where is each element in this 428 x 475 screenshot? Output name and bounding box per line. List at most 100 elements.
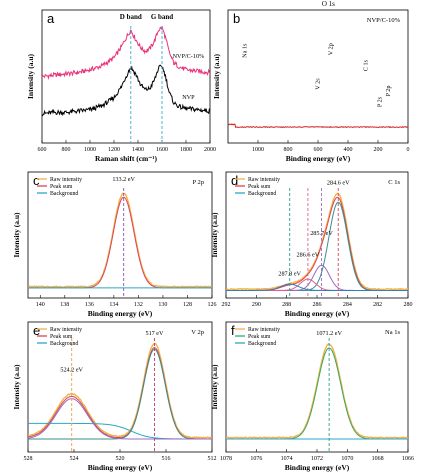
panel-c: 140 138 136 134 132 130 128 126 Binding energy (… xyxy=(12,171,217,318)
legend-entry: Peak sum xyxy=(248,184,271,190)
x-axis-title: Binding energy (eV) xyxy=(286,154,351,163)
panel-corner-label: P 2p xyxy=(193,179,205,186)
panel-letter: b xyxy=(233,11,240,26)
panel-corner-label: V 2p xyxy=(191,329,204,336)
peak-label: C 1s xyxy=(362,59,369,71)
legend-entry: Peak sum xyxy=(50,184,73,190)
x-tick-label: 1074 xyxy=(281,456,293,462)
x-tick-label: 1068 xyxy=(372,456,384,462)
x-tick-label: 138 xyxy=(60,302,69,308)
panel-b: 1000 800 600 400 200 0 Binding energy (eV) Inte… xyxy=(212,0,410,163)
panel-a: 600 800 1000 1200 1400 1600 1800 2000 Raman shif… xyxy=(26,9,216,163)
panel-letter: c xyxy=(33,173,40,188)
x-axis-title: Binding energy (eV) xyxy=(88,309,153,318)
series-group xyxy=(226,343,408,440)
marker-label: 287.8 eV xyxy=(278,270,301,277)
x-tick-label: 128 xyxy=(183,302,192,308)
x-tick-label: 136 xyxy=(85,302,94,308)
legend-entry: Raw intensity xyxy=(248,177,280,183)
x-tick-label: 524 xyxy=(70,456,79,462)
legend-entry: Peak sum xyxy=(248,334,271,340)
series-line-peak-sum xyxy=(28,196,212,289)
series-line-raw-intensity xyxy=(28,342,212,440)
peak-label: O 1s xyxy=(322,0,335,8)
panel-e: 528 524 520 516 512 Binding energy (eV) Intens… xyxy=(12,321,217,472)
series-group xyxy=(228,123,408,129)
series-group xyxy=(42,26,210,117)
x-axis-title: Raman shift (cm⁻¹) xyxy=(95,154,158,163)
x-tick-label: 134 xyxy=(109,302,118,308)
x-tick-label: 512 xyxy=(208,456,217,462)
series-line-nvp xyxy=(42,64,210,117)
peak-label: P 2p xyxy=(385,85,392,96)
peak-label: V 2s xyxy=(314,78,321,90)
panel-f: 1078 1076 1074 1072 1070 1068 1066 Binding ener… xyxy=(210,321,414,472)
legend-entry: Raw intensity xyxy=(50,177,82,183)
x-tick-label: 282 xyxy=(373,302,382,308)
y-axis-title: Intensity (a.u) xyxy=(212,54,221,100)
legend-entry: Background xyxy=(50,191,78,197)
x-tick-label: 600 xyxy=(314,147,323,153)
series-line-c-c xyxy=(226,201,408,291)
series-group xyxy=(28,192,212,289)
x-tick-label: 2000 xyxy=(204,147,216,153)
x-tick-label: 286 xyxy=(313,302,322,308)
legend-entry: Background xyxy=(248,341,276,347)
panel-letter: a xyxy=(47,11,55,26)
marker-label: 1071.2 eV xyxy=(316,330,342,337)
x-tick-label: 1200 xyxy=(108,147,120,153)
panel-corner-label: C 1s xyxy=(388,179,400,186)
peak-label: P 2s xyxy=(377,96,384,107)
peak-label: V 2p xyxy=(327,43,334,55)
y-axis-title: Intensity (a.u) xyxy=(210,212,219,258)
y-axis-title: Intensity (a.u) xyxy=(210,364,219,410)
x-axis-title: Binding energy (eV) xyxy=(285,463,350,472)
y-axis-title: Intensity (a.u) xyxy=(12,364,21,410)
x-tick-label: 0 xyxy=(407,147,410,153)
series-line-peak-sum xyxy=(226,347,408,440)
y-axis-title: Intensity (a.u) xyxy=(26,54,35,100)
series-line-raw-intensity xyxy=(226,192,408,291)
panel-letter: e xyxy=(33,323,40,338)
panel-letter: f xyxy=(231,323,235,338)
legend-entry: Raw intensity xyxy=(50,327,82,333)
x-tick-label: 288 xyxy=(282,302,291,308)
marker-label: 133.2 eV xyxy=(112,176,135,183)
panel-corner-label: Na 1s xyxy=(385,329,400,336)
x-tick-label: 800 xyxy=(62,147,71,153)
peak-label: Na 1s xyxy=(242,43,249,58)
x-tick-label: 284 xyxy=(343,302,352,308)
x-tick-label: 1078 xyxy=(220,456,232,462)
x-tick-label: 1072 xyxy=(311,456,323,462)
x-tick-label: 600 xyxy=(38,147,47,153)
x-tick-label: 1070 xyxy=(341,456,353,462)
panel-corner-label: NVP/C-10% xyxy=(367,17,401,24)
marker-label: 517 eV xyxy=(145,330,164,337)
x-tick-label: 1000 xyxy=(252,147,264,153)
x-tick-label: 1600 xyxy=(156,147,168,153)
series-line-survey xyxy=(228,123,408,129)
legend-entry: Background xyxy=(248,191,276,197)
legend-entry: Background xyxy=(50,341,78,347)
series-line-c-o xyxy=(226,264,408,291)
series-line-peak-sum xyxy=(28,347,212,440)
series-line-v-2p1-2 xyxy=(28,398,212,440)
x-axis-title: Binding energy (eV) xyxy=(88,463,153,472)
x-tick-label: 516 xyxy=(162,456,171,462)
marker-label: 286.6 eV xyxy=(297,251,320,258)
marker-label: 284.6 eV xyxy=(327,180,350,187)
series-label: NVP/C-10% xyxy=(173,53,205,60)
series-group xyxy=(28,342,212,440)
plot-frame xyxy=(227,9,409,144)
marker-label: D band xyxy=(120,13,142,21)
x-tick-label: 290 xyxy=(252,302,261,308)
x-tick-label: 1000 xyxy=(84,147,96,153)
x-tick-label: 126 xyxy=(208,302,217,308)
marker-label: 524.2 eV xyxy=(60,366,83,373)
y-axis-title: Intensity (a.u) xyxy=(12,212,21,258)
x-tick-label: 528 xyxy=(24,456,33,462)
x-tick-label: 400 xyxy=(344,147,353,153)
